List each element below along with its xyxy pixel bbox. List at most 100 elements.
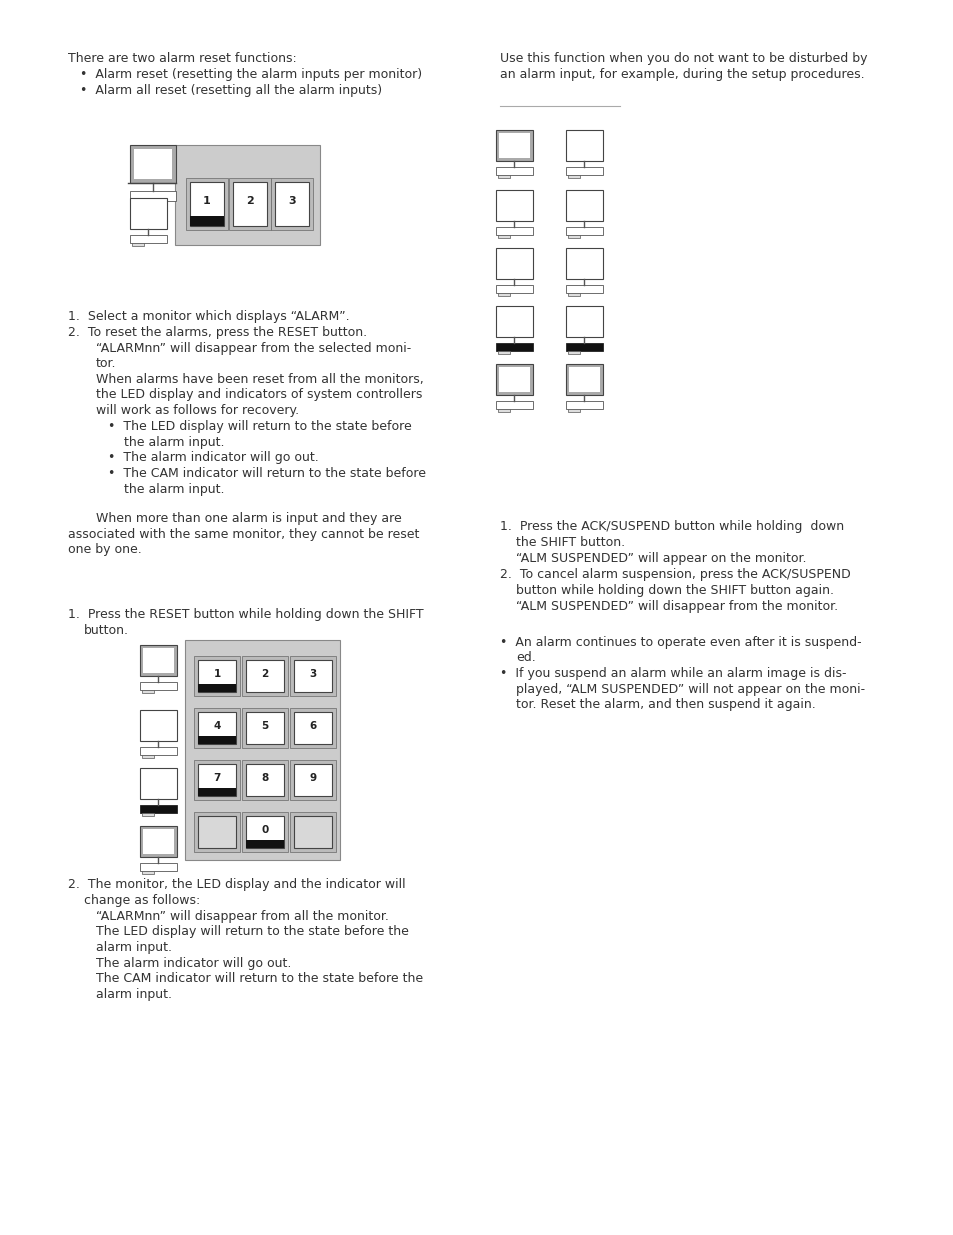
Bar	[565, 248, 602, 279]
Bar	[198, 764, 235, 797]
Text: 3: 3	[288, 196, 295, 206]
Text: the alarm input.: the alarm input.	[124, 436, 224, 450]
Bar	[174, 144, 319, 245]
Bar	[496, 130, 533, 161]
Bar	[143, 829, 173, 853]
Text: •  The alarm indicator will go out.: • The alarm indicator will go out.	[108, 451, 318, 464]
Bar	[290, 656, 335, 697]
Bar	[294, 764, 332, 797]
Bar	[568, 367, 599, 391]
Bar	[140, 826, 177, 857]
Bar	[198, 659, 235, 692]
Text: Use this function when you do not want to be disturbed by: Use this function when you do not want t…	[499, 52, 866, 65]
Bar	[496, 190, 533, 221]
Text: 2.  To cancel alarm suspension, press the ACK/SUSPEND: 2. To cancel alarm suspension, press the…	[499, 568, 850, 580]
Bar	[140, 768, 177, 799]
Text: button.: button.	[84, 624, 129, 637]
Text: The CAM indicator will return to the state before the: The CAM indicator will return to the sta…	[96, 972, 423, 986]
Bar	[565, 401, 602, 409]
Bar	[565, 167, 602, 175]
Bar	[498, 367, 530, 391]
Bar	[142, 755, 153, 758]
Text: the alarm input.: the alarm input.	[124, 483, 224, 496]
Bar	[140, 710, 177, 741]
Bar	[229, 178, 271, 230]
Text: 2.  To reset the alarms, press the RESET button.: 2. To reset the alarms, press the RESET …	[68, 326, 367, 338]
Bar	[242, 708, 288, 748]
Text: •  An alarm continues to operate even after it is suspend-: • An alarm continues to operate even aft…	[499, 636, 861, 650]
Bar	[242, 656, 288, 697]
Bar	[565, 306, 602, 337]
Bar	[567, 235, 579, 238]
Bar	[274, 182, 309, 226]
Bar	[198, 736, 235, 743]
Bar	[294, 816, 332, 848]
Text: the LED display and indicators of system controllers: the LED display and indicators of system…	[96, 388, 422, 401]
Text: alarm input.: alarm input.	[96, 988, 172, 1002]
Bar	[496, 248, 533, 279]
Bar	[198, 816, 235, 848]
Text: the SHIFT button.: the SHIFT button.	[516, 536, 624, 550]
Bar	[498, 133, 530, 158]
Bar	[497, 293, 510, 296]
Bar	[565, 364, 602, 395]
Text: •  Alarm reset (resetting the alarm inputs per monitor): • Alarm reset (resetting the alarm input…	[80, 68, 421, 82]
Bar	[294, 659, 332, 692]
Bar	[242, 811, 288, 852]
Bar	[142, 813, 153, 816]
Bar	[246, 840, 284, 848]
Text: 6: 6	[309, 721, 316, 731]
Bar	[271, 178, 313, 230]
Bar	[496, 343, 533, 351]
Bar	[143, 648, 173, 673]
Text: •  The LED display will return to the state before: • The LED display will return to the sta…	[108, 420, 412, 433]
Bar	[290, 811, 335, 852]
Bar	[496, 227, 533, 235]
Bar	[567, 351, 579, 354]
Bar	[198, 713, 235, 743]
Text: “ALM SUSPENDED” will disappear from the monitor.: “ALM SUSPENDED” will disappear from the …	[516, 600, 838, 613]
Text: 2.  The monitor, the LED display and the indicator will: 2. The monitor, the LED display and the …	[68, 878, 405, 890]
Text: 0: 0	[261, 825, 269, 835]
Text: 1.  Press the RESET button while holding down the SHIFT: 1. Press the RESET button while holding …	[68, 608, 423, 621]
Text: 5: 5	[261, 721, 269, 731]
Bar	[246, 713, 284, 743]
Text: button while holding down the SHIFT button again.: button while holding down the SHIFT butt…	[516, 584, 833, 597]
Bar	[497, 235, 510, 238]
Text: played, “ALM SUSPENDED” will not appear on the moni-: played, “ALM SUSPENDED” will not appear …	[516, 683, 864, 697]
Text: The LED display will return to the state before the: The LED display will return to the state…	[96, 925, 409, 939]
Text: The alarm indicator will go out.: The alarm indicator will go out.	[96, 957, 291, 969]
Bar	[290, 708, 335, 748]
Text: 2: 2	[261, 669, 269, 679]
Bar	[140, 747, 177, 755]
Bar	[140, 645, 177, 676]
Bar	[246, 764, 284, 797]
Bar	[565, 343, 602, 351]
Text: tor. Reset the alarm, and then suspend it again.: tor. Reset the alarm, and then suspend i…	[516, 698, 815, 711]
Text: “ALARMnn” will disappear from the selected moni-: “ALARMnn” will disappear from the select…	[96, 342, 411, 354]
Bar	[497, 351, 510, 354]
Bar	[193, 811, 240, 852]
Text: tor.: tor.	[96, 357, 116, 370]
Bar	[140, 682, 177, 690]
Text: one by one.: one by one.	[68, 543, 142, 556]
Text: 2: 2	[246, 196, 253, 206]
Bar	[565, 227, 602, 235]
Text: When more than one alarm is input and they are: When more than one alarm is input and th…	[96, 513, 401, 525]
Text: •  If you suspend an alarm while an alarm image is dis-: • If you suspend an alarm while an alarm…	[499, 667, 845, 680]
Bar	[242, 760, 288, 800]
Bar	[133, 149, 172, 179]
Text: 8: 8	[261, 773, 269, 783]
Text: 4: 4	[213, 721, 220, 731]
Bar	[198, 684, 235, 692]
Bar	[290, 760, 335, 800]
Bar	[140, 805, 177, 813]
Text: There are two alarm reset functions:: There are two alarm reset functions:	[68, 52, 296, 65]
Bar	[497, 175, 510, 178]
Bar	[565, 190, 602, 221]
Text: will work as follows for recovery.: will work as follows for recovery.	[96, 404, 299, 417]
Bar	[233, 182, 267, 226]
Text: alarm input.: alarm input.	[96, 941, 172, 953]
Bar	[496, 167, 533, 175]
Bar	[132, 243, 144, 246]
